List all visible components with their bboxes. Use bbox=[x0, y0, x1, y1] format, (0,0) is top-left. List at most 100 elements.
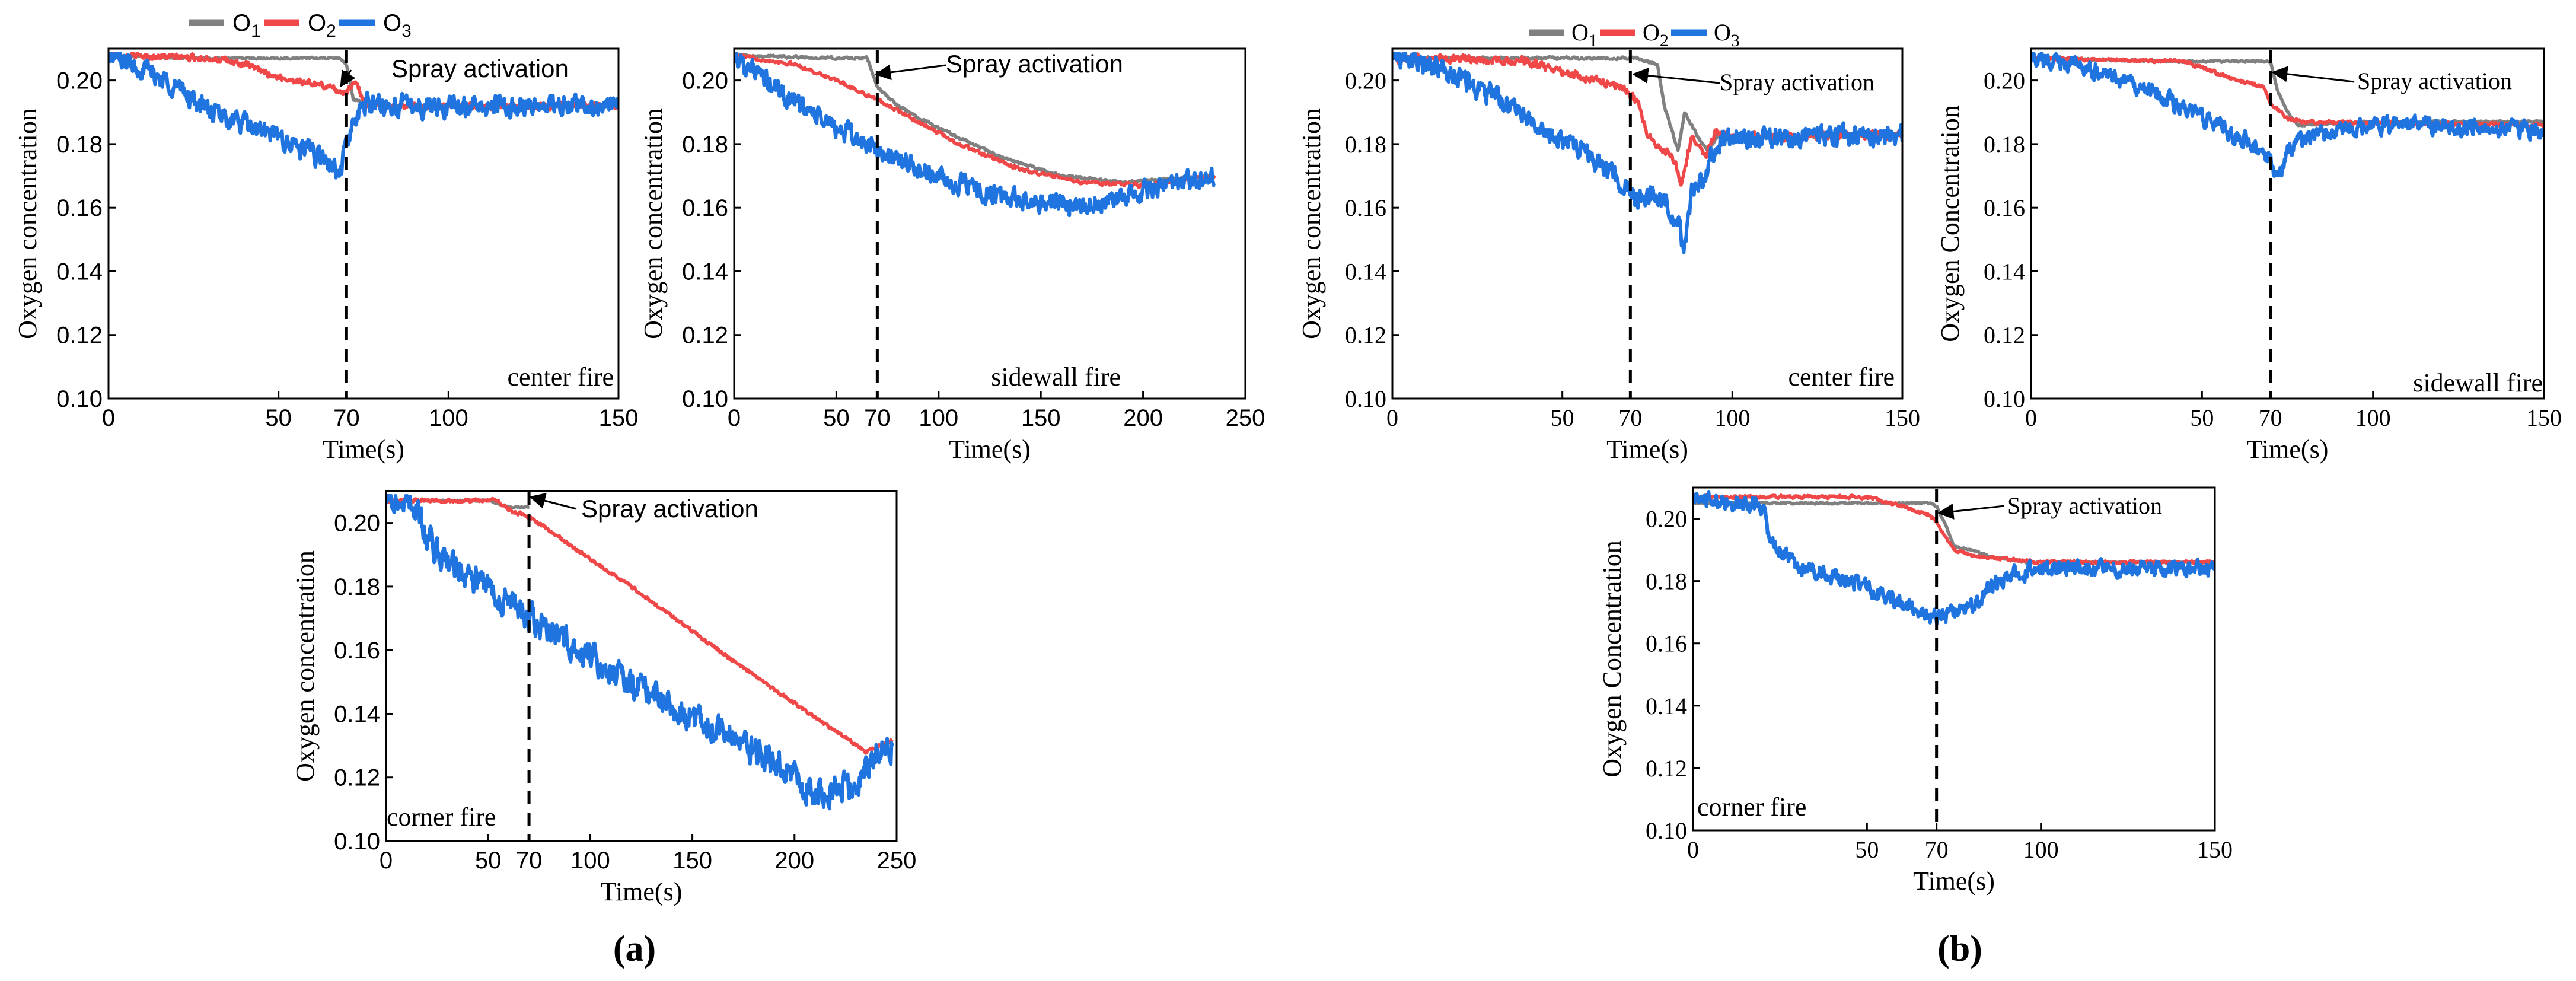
series-group bbox=[386, 494, 894, 811]
x-tick-label: 150 bbox=[1885, 404, 1920, 431]
fire-annotation: sidewall fire bbox=[991, 362, 1121, 391]
y-tick-label: 0.14 bbox=[56, 259, 103, 285]
plot-frame bbox=[385, 490, 898, 842]
y-tick-label: 0.20 bbox=[1345, 68, 1386, 94]
chart-a-corner: 0 50 70 100 150 200 250 0.10 0.12 0.14 0.16 0.18 0.2… bbox=[291, 490, 917, 906]
spray-activation-label: Spray activation bbox=[2007, 492, 2162, 519]
spray-activation-label: Spray activation bbox=[2357, 68, 2512, 94]
y-tick-label: 0.16 bbox=[1345, 195, 1386, 221]
plot-frame bbox=[2030, 47, 2545, 400]
fire-annotation: sidewall fire bbox=[2413, 368, 2543, 397]
y-axis-label: Oxygen concentration bbox=[13, 108, 42, 339]
x-tick-label: 50 bbox=[1855, 836, 1879, 863]
series-line-o3 bbox=[734, 52, 1216, 218]
legend-b: O1 O2 O3 bbox=[1529, 19, 1740, 50]
x-tick-label: 70 bbox=[1618, 404, 1642, 431]
y-tick-label: 0.10 bbox=[56, 386, 103, 412]
chart-b-sidewall: 0 50 70 100 150 0.10 0.12 0.14 0.16 0.18 0.20 Time(… bbox=[1936, 47, 2562, 464]
x-tick-label: 150 bbox=[1021, 405, 1061, 431]
chart-b-corner: 0 50 70 100 150 0.10 0.12 0.14 0.16 0.18 0.20 Time(… bbox=[1598, 486, 2233, 896]
series-line-o3 bbox=[1693, 490, 2215, 626]
plot-frame bbox=[1692, 486, 2216, 832]
legend-a-label-o3: O3 bbox=[383, 10, 412, 41]
series-line-o3 bbox=[386, 494, 894, 811]
x-tick-label: 100 bbox=[2355, 404, 2391, 431]
y-tick-label: 0.18 bbox=[334, 574, 380, 600]
x-tick-label: 150 bbox=[599, 405, 639, 431]
y-tick-label: 0.18 bbox=[56, 132, 103, 158]
x-tick-label: 200 bbox=[1123, 405, 1163, 431]
y-tick-label: 0.20 bbox=[1646, 506, 1687, 533]
fire-annotation: center fire bbox=[507, 362, 614, 391]
spray-activation-label: Spray activation bbox=[391, 55, 569, 82]
y-tick-label: 0.10 bbox=[1646, 817, 1687, 844]
y-tick-label: 0.20 bbox=[334, 511, 380, 537]
x-axis-label: Time(s) bbox=[949, 435, 1031, 464]
x-axis-label: Time(s) bbox=[2247, 435, 2329, 464]
series-line-o2 bbox=[386, 496, 894, 755]
chart-b-center: 0 50 70 100 150 0.10 0.12 0.14 0.16 0.18 0.20 Time(… bbox=[1297, 47, 1920, 464]
fire-annotation: corner fire bbox=[387, 802, 496, 832]
series-group bbox=[1392, 52, 1902, 254]
series-group bbox=[109, 52, 619, 180]
fire-annotation: corner fire bbox=[1697, 792, 1806, 821]
y-axis-label: Oxygen concentration bbox=[1297, 108, 1326, 339]
y-tick-label: 0.20 bbox=[56, 68, 103, 94]
y-tick-label: 0.12 bbox=[682, 323, 728, 349]
x-tick-label: 0 bbox=[1687, 836, 1699, 863]
series-group bbox=[734, 52, 1216, 218]
x-axis-label: Time(s) bbox=[1913, 867, 1995, 896]
y-tick-label: 0.16 bbox=[334, 638, 380, 664]
x-tick-label: 0 bbox=[102, 405, 115, 431]
x-axis-label: Time(s) bbox=[601, 877, 683, 906]
x-tick-label: 150 bbox=[672, 848, 712, 874]
x-tick-label: 0 bbox=[1386, 404, 1398, 431]
x-axis-label: Time(s) bbox=[323, 435, 404, 464]
y-tick-label: 0.14 bbox=[1646, 693, 1687, 719]
legend-b-label-o2: O2 bbox=[1643, 19, 1669, 50]
spray-activation-label: Spray activation bbox=[946, 50, 1123, 78]
group-label-a: (a) bbox=[613, 929, 656, 969]
x-tick-label: 70 bbox=[1925, 836, 1949, 863]
series-line-o3 bbox=[109, 52, 619, 180]
x-tick-label: 0 bbox=[2025, 404, 2037, 431]
x-tick-label: 70 bbox=[864, 405, 891, 431]
y-tick-label: 0.18 bbox=[682, 132, 728, 158]
y-tick-label: 0.20 bbox=[682, 68, 728, 94]
y-tick-label: 0.12 bbox=[1646, 755, 1687, 782]
legend-a-label-o1: O1 bbox=[232, 10, 261, 41]
y-tick-label: 0.14 bbox=[682, 259, 728, 285]
y-tick-label: 0.12 bbox=[334, 765, 380, 791]
x-tick-label: 150 bbox=[2526, 404, 2562, 431]
spray-activation-label: Spray activation bbox=[1720, 69, 1874, 95]
spray-arrow bbox=[1937, 503, 2005, 520]
y-tick-label: 0.10 bbox=[1345, 386, 1386, 412]
x-tick-label: 50 bbox=[2190, 404, 2214, 431]
x-tick-label: 100 bbox=[1714, 404, 1750, 431]
x-tick-label: 50 bbox=[265, 405, 292, 431]
y-tick-label: 0.16 bbox=[1646, 630, 1687, 657]
series-line-o2 bbox=[1693, 493, 2215, 566]
x-tick-label: 50 bbox=[475, 848, 502, 874]
series-group bbox=[1693, 490, 2215, 626]
y-tick-label: 0.18 bbox=[1646, 568, 1687, 595]
spray-arrow bbox=[529, 493, 577, 510]
legend-b-label-o1: O1 bbox=[1571, 19, 1598, 50]
spray-arrow bbox=[340, 69, 356, 88]
y-tick-label: 0.16 bbox=[682, 195, 728, 221]
x-tick-label: 150 bbox=[2197, 836, 2233, 863]
y-tick-label: 0.12 bbox=[1984, 322, 2025, 349]
series-line-o3 bbox=[2031, 52, 2544, 178]
x-tick-label: 70 bbox=[333, 405, 360, 431]
legend-a: O1 O2 O3 bbox=[189, 10, 412, 41]
plots: 0 50 70 100 150 0.10 0.12 0.14 0.16 0.18 0.20 Time(… bbox=[13, 47, 2562, 906]
y-tick-label: 0.10 bbox=[1984, 386, 2025, 412]
y-axis-label: Oxygen Concentration bbox=[1936, 105, 1965, 342]
series-line-o3 bbox=[1392, 52, 1902, 254]
x-tick-label: 100 bbox=[570, 848, 610, 874]
spray-arrow bbox=[875, 64, 946, 81]
x-tick-label: 250 bbox=[877, 848, 917, 874]
y-tick-label: 0.10 bbox=[334, 829, 380, 855]
y-tick-label: 0.12 bbox=[56, 323, 103, 349]
